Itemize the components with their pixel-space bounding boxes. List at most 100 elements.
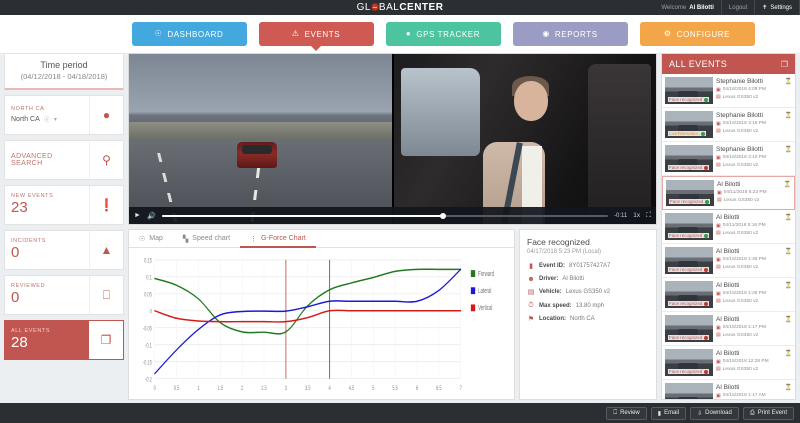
event-list-item[interactable]: Face recognized Stephanie Bilotti ▣ 04/16/2… <box>662 74 795 108</box>
stat-value: 23 <box>11 199 28 217</box>
event-list-item[interactable]: LiveTelematics Stephanie Bilotti ▣ 04/16/20… <box>662 108 795 142</box>
event-thumbnail[interactable]: Face recognized <box>666 180 714 206</box>
event-driver-name: Al Bilotti <box>716 384 740 391</box>
clear-icon[interactable]: ⓧ <box>43 118 50 124</box>
nav-tab-events[interactable]: ⚠ EVENTS <box>258 22 374 51</box>
all-events-list[interactable]: Face recognized Stephanie Bilotti ▣ 04/16/2… <box>662 74 795 399</box>
download-button[interactable]: ⇩ Download <box>690 406 739 420</box>
review-button[interactable]: ⎕ Review <box>606 406 647 420</box>
status-dot-icon <box>704 267 709 272</box>
progress-handle[interactable] <box>439 212 446 219</box>
event-list-item[interactable]: Face recognized Stephanie Bilotti ▣ 04/16/2… <box>662 142 795 176</box>
copy-icon[interactable]: ❐ <box>780 59 788 69</box>
event-thumbnail[interactable]: Face recognized <box>665 383 713 399</box>
video-driver-view[interactable] <box>393 54 656 224</box>
event-thumbnail[interactable]: Face recognized <box>665 247 713 274</box>
stat-card-all-events[interactable]: ALL EVENTS 28 ❐ <box>4 320 124 360</box>
settings-button[interactable]: ✝ Settings <box>755 0 799 15</box>
monitor-icon: ⎕ <box>89 276 123 314</box>
event-flag-icon[interactable]: ⏳ <box>784 317 792 323</box>
event-flag-icon[interactable]: ⏳ <box>784 249 792 255</box>
detail-row-driver: ☻ Driver: Al Bilotti <box>527 276 649 283</box>
nav-tab-configure[interactable]: ⚙ CONFIGURE <box>639 22 755 46</box>
chart-icon: ◉ <box>542 29 550 38</box>
status-dot-icon <box>704 335 709 340</box>
event-list-item[interactable]: Face recognized Al Bilotti ▣ 04/15/2018 1:2… <box>662 278 795 312</box>
event-flag-icon[interactable]: ⏳ <box>784 147 792 153</box>
tab-label: Speed chart <box>192 235 231 242</box>
x-axis-tick-label: 7 <box>460 385 462 392</box>
car-icon: ▤ <box>716 332 721 338</box>
email-button[interactable]: ▮ Email <box>650 406 687 420</box>
event-thumbnail[interactable]: Face recognized <box>665 315 713 342</box>
video-player[interactable]: ► 🔊 -0:11 1x ⛶ <box>128 53 657 225</box>
volume-icon[interactable]: 🔊 <box>146 212 156 220</box>
region-select[interactable]: North CA ⓧ ▾ <box>11 115 83 124</box>
detail-value: 13.80 mph <box>575 302 605 309</box>
nav-tab-reports[interactable]: ◉ REPORTS <box>512 22 628 46</box>
video-road-view[interactable] <box>129 54 392 224</box>
event-thumbnail[interactable]: Face recognized <box>665 281 713 308</box>
y-axis-tick-label: 0.15 <box>144 258 152 265</box>
nav-tab-label: EVENTS <box>304 29 341 39</box>
event-vehicle-line: ▤ Lexus GS350 v2 <box>716 332 792 338</box>
event-thumbnail[interactable]: Face recognized <box>665 77 713 104</box>
tab-speed-chart[interactable]: ▚ Speed chart <box>173 230 240 247</box>
time-period-card[interactable]: Time period (04/12/2018 - 04/18/2018) <box>4 53 124 90</box>
tab-gforce-chart[interactable]: ⋮ G-Force Chart <box>240 230 316 248</box>
event-meta: Al Bilotti ▣ 04/15/2018 12:28 PM ▤ Lexus GS3… <box>716 349 792 376</box>
event-flag-icon[interactable]: ⏳ <box>784 113 792 119</box>
event-flag-icon[interactable]: ⏳ <box>783 182 791 188</box>
event-flag-icon[interactable]: ⏳ <box>784 215 792 221</box>
app-logo: GL BALCENTER <box>357 2 444 13</box>
legend-swatch <box>470 287 476 295</box>
nav-tab-dashboard[interactable]: ☉ DASHBOARD <box>131 22 247 46</box>
detail-row-event-id: ▮ Event ID: 8Y01757427A7 <box>527 262 649 270</box>
stat-label: ALL EVENTS <box>11 328 51 335</box>
event-thumbnail[interactable]: LiveTelematics <box>665 111 713 138</box>
logout-button[interactable]: Logout <box>722 0 754 15</box>
region-filter-card[interactable]: NORTH CA North CA ⓧ ▾ ● <box>4 95 124 135</box>
driver-icon: ☻ <box>527 275 535 283</box>
gforce-plot[interactable]: 0.15 0.1 0.05 0 -0.05 -0.1 -0.15 -0.2 0 0.5 1 1.5 2 2… <box>129 248 514 399</box>
event-flag-icon[interactable]: ⏳ <box>784 385 792 391</box>
stat-card-new-events[interactable]: NEW EVENTS 23 ❗ <box>4 185 124 225</box>
lower-panels: ☉ Map ▚ Speed chart ⋮ G-Force Chart <box>128 229 657 400</box>
event-list-item[interactable]: Face recognized Al Bilotti ▣ 04/11/2018 5:1… <box>662 210 795 244</box>
chevron-down-icon[interactable]: ▾ <box>53 117 57 123</box>
event-tag: Face recognized <box>669 199 711 204</box>
time-period-range: (04/12/2018 - 04/18/2018) <box>20 72 108 81</box>
event-thumbnail[interactable]: Face recognized <box>665 213 713 240</box>
event-flag-icon[interactable]: ⏳ <box>784 79 792 85</box>
nav-tab-gps-tracker[interactable]: ● GPS TRACKER <box>385 22 501 46</box>
event-thumbnail[interactable]: Face recognized <box>665 349 713 376</box>
legend-label: Vertical <box>478 305 492 312</box>
advanced-search-card[interactable]: ADVANCED SEARCH ⚲ <box>4 140 124 180</box>
event-tag: Face recognized <box>668 301 710 306</box>
print-event-button[interactable]: ⎙ Print Event <box>742 406 794 420</box>
warning-icon: ⚠ <box>291 29 300 38</box>
event-thumbnail[interactable]: Face recognized <box>665 145 713 172</box>
event-flag-icon[interactable]: ⏳ <box>784 283 792 289</box>
event-tag-label: Face recognized <box>669 267 703 272</box>
search-icon[interactable]: ⚲ <box>89 141 123 179</box>
stat-card-reviewed[interactable]: REVIEWED 0 ⎕ <box>4 275 124 315</box>
playback-rate-button[interactable]: 1x <box>633 212 641 219</box>
progress-bar[interactable] <box>161 212 608 219</box>
event-flag-icon[interactable]: ⏳ <box>784 351 792 357</box>
event-list-item[interactable]: Face recognized Al Bilotti ▣ 04/15/2018 12:… <box>662 346 795 380</box>
tab-map[interactable]: ☉ Map <box>129 230 173 247</box>
time-period-title: Time period <box>40 60 88 70</box>
play-icon[interactable]: ► <box>134 212 141 219</box>
fullscreen-icon[interactable]: ⛶ <box>646 211 651 219</box>
series-line-vertical <box>154 309 462 323</box>
event-list-item[interactable]: Face recognized Al Bilotti ▣ 04/11/2018 5:2… <box>662 176 795 210</box>
series-line-lateral <box>154 268 462 375</box>
event-tag: Face recognized <box>668 165 710 170</box>
event-list-item[interactable]: Face recognized Al Bilotti ▣ 04/15/2018 1:4… <box>662 244 795 278</box>
map-pin-icon[interactable]: ● <box>89 96 123 134</box>
bottom-action-bar: ⎕ Review ▮ Email ⇩ Download ⎙ Print Even… <box>0 403 800 423</box>
stat-card-incidents[interactable]: INCIDENTS 0 ▲ <box>4 230 124 270</box>
